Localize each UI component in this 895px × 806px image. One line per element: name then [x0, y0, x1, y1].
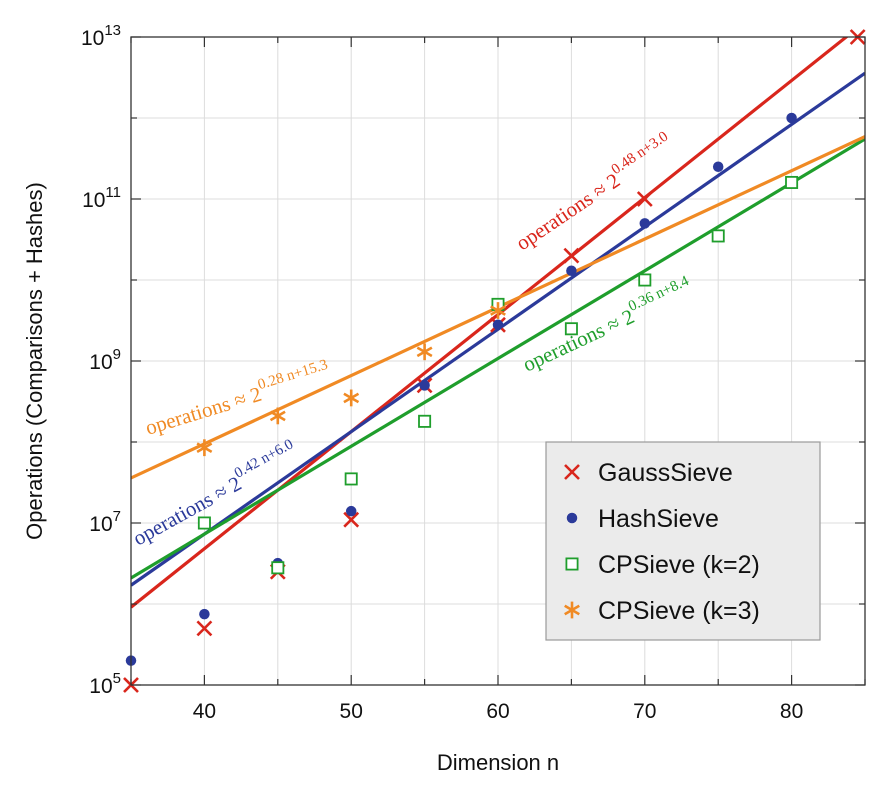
x-tick-label: 50: [340, 700, 363, 723]
data-point: [636, 191, 653, 207]
data-point: [197, 516, 211, 530]
y-tick-label: 109: [89, 346, 121, 374]
data-point: [343, 389, 360, 407]
data-point: [786, 112, 797, 124]
data-point: [563, 247, 580, 264]
data-point: [419, 380, 430, 391]
x-tick-label: 40: [193, 700, 216, 723]
data-point: [566, 265, 577, 277]
data-point: [564, 601, 580, 619]
data-point: [196, 439, 213, 457]
data-point: [639, 218, 651, 229]
data-point: [566, 512, 578, 524]
data-point: [418, 414, 432, 428]
ticks: 40 50 60 70 80 105 107 109 1011 1013: [81, 22, 866, 723]
data-point: [712, 161, 724, 173]
data-point: [416, 343, 433, 361]
data-point: [199, 608, 210, 620]
data-point: [565, 557, 579, 571]
x-tick-label: 70: [633, 700, 656, 723]
y-tick-label: 107: [89, 508, 121, 536]
legend-box: [545, 441, 821, 641]
data-point: [492, 319, 504, 331]
data-point: [785, 175, 799, 189]
data-point: [343, 511, 360, 528]
y-tick-label: 105: [89, 670, 121, 698]
x-axis-title: Dimension n: [437, 750, 559, 775]
data-point: [345, 505, 357, 517]
fit-line: [131, 137, 865, 580]
data-point: [490, 302, 506, 319]
data-point: [196, 620, 213, 637]
data-point: [564, 464, 580, 480]
legend-label: CPSieve (k=2): [598, 551, 760, 579]
data-point: [269, 407, 286, 425]
data-point: [638, 273, 652, 287]
data-point: [271, 561, 285, 575]
legend: GaussSieve HashSieve CPSieve (k=2) CPSieve …: [545, 441, 821, 641]
legend-label: GaussSieve: [598, 459, 733, 487]
data-point: [344, 472, 358, 486]
x-tick-label: 60: [486, 700, 509, 723]
legend-label: CPSieve (k=3): [598, 597, 760, 625]
x-tick-label: 80: [780, 700, 803, 723]
data-point: [564, 322, 578, 336]
data-point: [711, 229, 725, 243]
legend-label: HashSieve: [598, 505, 719, 533]
y-axis-title: Operations (Comparisons + Hashes): [22, 182, 47, 540]
y-tick-label: 1011: [82, 184, 121, 212]
y-tick-label: 1013: [81, 22, 121, 50]
